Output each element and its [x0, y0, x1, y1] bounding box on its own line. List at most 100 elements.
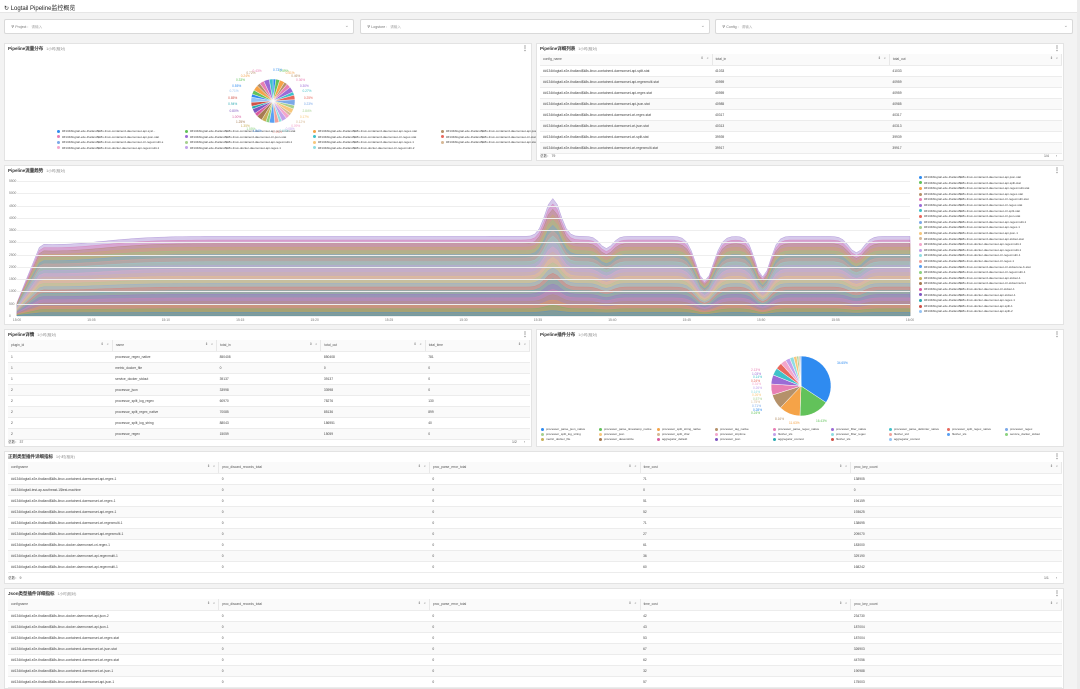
- legend-item[interactable]: metric_docker_file: [541, 437, 598, 441]
- sort-search-icon[interactable]: ⇕ ⌕: [628, 464, 638, 468]
- legend-item[interactable]: ##134#logtail-e2e-thailand$k8s-linux-doc…: [919, 298, 1061, 302]
- column-header[interactable]: total_time ⇕ ⌕: [425, 340, 531, 352]
- sort-search-icon[interactable]: ⇕ ⌕: [413, 342, 423, 346]
- trend-series-area[interactable]: [16, 273, 911, 317]
- sort-search-icon[interactable]: ⇕ ⌕: [1049, 464, 1059, 468]
- sort-search-icon[interactable]: ⇕ ⌕: [100, 342, 110, 346]
- column-header[interactable]: configname ⇕ ⌕: [8, 462, 220, 474]
- sort-search-icon[interactable]: ⇕ ⌕: [207, 601, 217, 605]
- sort-search-icon[interactable]: ⇕ ⌕: [309, 342, 319, 346]
- legend-item[interactable]: ##134#logtail-e2e-thailand$k8s-linux-doc…: [919, 293, 1061, 297]
- legend-item[interactable]: ##134#logtail-e2e-thailand$k8s-linux-doc…: [919, 259, 1061, 263]
- chevron-down-icon[interactable]: ⌄: [700, 23, 705, 29]
- logstore-filter[interactable]: ⧩ Logstore : 请输入 ⌄: [360, 19, 710, 34]
- column-header[interactable]: proc_parse_error_total ⇕ ⌕: [429, 462, 641, 474]
- more-icon[interactable]: ⋮: [522, 46, 528, 52]
- legend-item[interactable]: ##134#logtail-e2e-thailand$k8s-linux-con…: [441, 135, 566, 139]
- sort-search-icon[interactable]: ⇕ ⌕: [628, 601, 638, 605]
- legend-item[interactable]: processor_filter_regex: [831, 432, 888, 436]
- legend-item[interactable]: processor_parse_timestamp_native: [599, 427, 656, 431]
- refresh-icon[interactable]: ↻: [4, 6, 10, 12]
- legend-item[interactable]: processor_desensitize: [599, 437, 656, 441]
- legend-item[interactable]: flusher_sls: [947, 432, 1004, 436]
- more-icon[interactable]: ⋮: [522, 332, 528, 338]
- chevron-down-icon[interactable]: ⌄: [344, 23, 349, 29]
- pagination[interactable]: 1/4 ›: [1043, 154, 1057, 158]
- legend-item[interactable]: ##134#logtail-e2e-thailand$k8s-linux-doc…: [313, 146, 438, 150]
- legend-item[interactable]: ##134#logtail-e2e-thailand$k8s-linux-con…: [313, 135, 438, 139]
- trend-series-area[interactable]: [16, 208, 911, 317]
- legend-item[interactable]: ##134#logtail-e2e-thailand$k8s-linux-con…: [185, 129, 310, 133]
- trend-series-area[interactable]: [16, 305, 911, 317]
- sort-search-icon[interactable]: ⇕ ⌕: [877, 56, 887, 60]
- legend-item[interactable]: service_docker_stdout: [1005, 432, 1062, 436]
- legend-item[interactable]: ##134#logtail-e2e-thailand$k8s-linux-con…: [57, 129, 182, 133]
- legend-item[interactable]: processor_parse_regex_native: [773, 427, 830, 431]
- sort-search-icon[interactable]: ⇕ ⌕: [517, 342, 527, 346]
- legend-item[interactable]: processor_split_log_string: [541, 432, 598, 436]
- sort-search-icon[interactable]: ⇕ ⌕: [205, 342, 215, 346]
- legend-item[interactable]: ##134#logtail-e2e-thailand$k8s-linux-con…: [919, 265, 1061, 269]
- legend-item[interactable]: ##134#logtail-e2e-thailand$k8s-linux-con…: [57, 135, 182, 139]
- sort-search-icon[interactable]: ⇕ ⌕: [839, 464, 849, 468]
- legend-item[interactable]: flusher_std: [889, 432, 946, 436]
- legend-item[interactable]: ##134#logtail-e2e-thailand$k8s-linux-con…: [919, 237, 1061, 241]
- trend-series-area[interactable]: [16, 203, 911, 317]
- column-header[interactable]: total_in ⇕ ⌕: [712, 54, 890, 66]
- legend-item[interactable]: processor_parse_delimiter_native: [889, 427, 946, 431]
- trend-series-area[interactable]: [16, 241, 911, 317]
- legend-item[interactable]: aggregator_context: [773, 437, 830, 441]
- column-header[interactable]: time_cost ⇕ ⌕: [640, 599, 852, 611]
- legend-item[interactable]: ##134#logtail-e2e-thailand$k8s-linux-doc…: [919, 248, 1061, 252]
- legend-item[interactable]: ##134#logtail-e2e-thailand$k8s-linux-doc…: [185, 146, 310, 150]
- legend-item[interactable]: ##134#logtail-e2e-thailand$k8s-linux-doc…: [919, 242, 1061, 246]
- legend-item[interactable]: ##134#logtail-e2e-thailand$k8s-linux-doc…: [919, 253, 1061, 257]
- legend-item[interactable]: ##134#logtail-e2e-thailand$k8s-linux-con…: [57, 140, 182, 144]
- column-header[interactable]: proc_discard_records_total ⇕ ⌕: [218, 462, 430, 474]
- more-icon[interactable]: ⋮: [1054, 332, 1060, 338]
- legend-item[interactable]: ##134#logtail-e2e-thailand$k8s-linux-doc…: [919, 309, 1061, 313]
- sort-search-icon[interactable]: ⇕ ⌕: [417, 601, 427, 605]
- legend-item[interactable]: ##134#logtail-e2e-thailand$k8s-linux-con…: [185, 135, 310, 139]
- column-header[interactable]: name ⇕ ⌕: [112, 340, 218, 352]
- trend-series-area[interactable]: [16, 310, 911, 317]
- legend-item[interactable]: processor_strptime: [715, 432, 772, 436]
- legend-item[interactable]: processor_split_regex_native: [947, 427, 1004, 431]
- legend-item[interactable]: processor_filter_native: [831, 427, 888, 431]
- legend-item[interactable]: ##134#logtail-e2e-thailand$k8s-linux-con…: [919, 197, 1061, 201]
- legend-item[interactable]: ##134#logtail-e2e-thailand$k8s-linux-con…: [919, 281, 1061, 285]
- legend-item[interactable]: flusher_sls: [831, 437, 888, 441]
- trend-series-area[interactable]: [16, 278, 911, 317]
- legend-item[interactable]: ##134#logtail-e2e-thailand$k8s-linux-con…: [919, 220, 1061, 224]
- legend-item[interactable]: ##134#logtail-e2e-thailand$k8s-linux-con…: [919, 276, 1061, 280]
- more-icon[interactable]: ⋮: [1054, 454, 1060, 460]
- column-header[interactable]: total_in ⇕ ⌕: [216, 340, 322, 352]
- legend-item[interactable]: processor_json: [715, 437, 772, 441]
- legend-item[interactable]: ##134#logtail-e2e-thailand$k8s-linux-con…: [919, 192, 1061, 196]
- config-filter[interactable]: ⧩ Config : 请输入 ⌄: [715, 19, 1073, 34]
- column-header[interactable]: proc_key_count ⇕ ⌕: [850, 462, 1062, 474]
- legend-item[interactable]: aggregator_default: [657, 437, 714, 441]
- column-header[interactable]: proc_discard_records_total ⇕ ⌕: [218, 599, 430, 611]
- pie-slice[interactable]: [799, 355, 802, 387]
- legend-item[interactable]: ##134#logtail-e2e-thailand$k8s-linux-con…: [313, 140, 438, 144]
- column-header[interactable]: total_out ⇕ ⌕: [889, 54, 1063, 66]
- trend-series-area[interactable]: [16, 251, 911, 317]
- pagination[interactable]: 1/2 ›: [511, 440, 525, 444]
- legend-item[interactable]: processor_split_string_native: [657, 427, 714, 431]
- legend-item[interactable]: ##134#logtail-e2e-thailand$k8s-linux-con…: [919, 270, 1061, 274]
- legend-item[interactable]: ##134#logtail-e2e-thailand$k8s-linux-con…: [919, 181, 1061, 185]
- trend-series-area[interactable]: [16, 299, 911, 317]
- legend-item[interactable]: ##134#logtail-e2e-thailand$k8s-linux-con…: [441, 140, 566, 144]
- more-icon[interactable]: ⋮: [1054, 168, 1060, 174]
- legend-item[interactable]: ##134#logtail-e2e-thailand$k8s-linux-con…: [919, 214, 1061, 218]
- more-icon[interactable]: ⋮: [1054, 591, 1060, 597]
- trend-series-area[interactable]: [16, 230, 911, 317]
- sort-search-icon[interactable]: ⇕ ⌕: [700, 56, 710, 60]
- legend-item[interactable]: ##134#logtail-e2e-thailand$k8s-linux-con…: [919, 231, 1061, 235]
- legend-item[interactable]: processor_parse_json_native: [541, 427, 598, 431]
- legend-item[interactable]: processor_tag_native: [715, 427, 772, 431]
- legend-item[interactable]: ##134#logtail-e2e-thailand$k8s-linux-con…: [919, 175, 1061, 179]
- page-scrollbar[interactable]: [1077, 0, 1080, 689]
- more-icon[interactable]: ⋮: [1054, 46, 1060, 52]
